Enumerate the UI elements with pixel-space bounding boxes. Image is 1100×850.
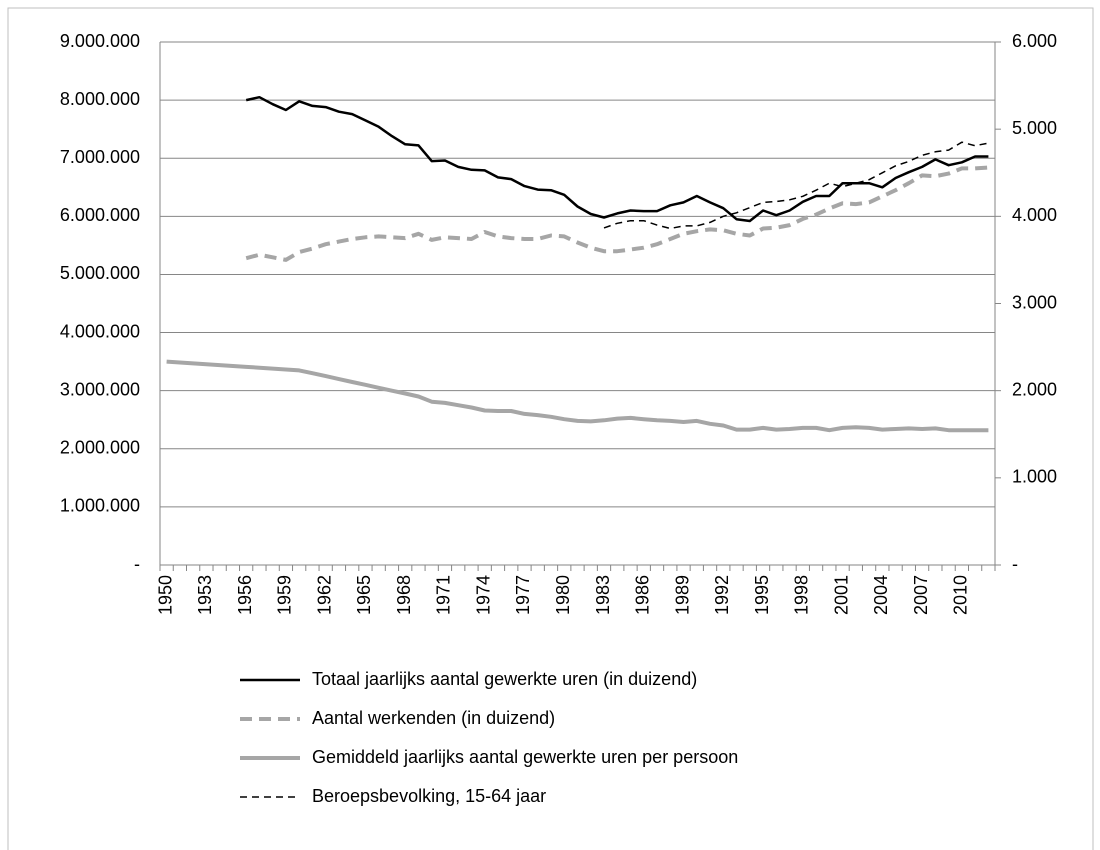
legend-label: Aantal werkenden (in duizend)	[312, 708, 555, 728]
x-tick-label: 1959	[275, 575, 295, 615]
x-tick-label: 1971	[434, 575, 454, 615]
y-tick-label: 2.000.000	[60, 438, 140, 458]
x-tick-label: 2001	[831, 575, 851, 615]
x-tick-label: 1995	[752, 575, 772, 615]
x-tick-label: 2004	[871, 575, 891, 615]
y-tick-label: 6.000.000	[60, 205, 140, 225]
y2-tick-label: 4.000	[1012, 205, 1057, 225]
y2-tick-label: 5.000	[1012, 118, 1057, 138]
x-tick-label: 1962	[314, 575, 334, 615]
series-line	[166, 359, 989, 433]
y-tick-label: 7.000.000	[60, 147, 140, 167]
x-tick-label: 1956	[235, 575, 255, 615]
y2-tick-label: -	[1012, 554, 1018, 574]
x-tick-label: 1980	[553, 575, 573, 615]
x-tick-label: 1998	[792, 575, 812, 615]
y-tick-label: 5.000.000	[60, 263, 140, 283]
x-tick-label: 1977	[513, 575, 533, 615]
series-line	[245, 95, 989, 223]
legend-label: Beroepsbevolking, 15-64 jaar	[312, 786, 546, 806]
y-tick-label: 1.000.000	[60, 496, 140, 516]
series-line	[245, 165, 989, 262]
x-tick-label: 2007	[911, 575, 931, 615]
chart-frame	[7, 7, 1094, 850]
legend-label: Totaal jaarlijks aantal gewerkte uren (i…	[312, 669, 697, 689]
y-tick-label: 9.000.000	[60, 31, 140, 51]
y-tick-label: 8.000.000	[60, 89, 140, 109]
y2-tick-label: 2.000	[1012, 379, 1057, 399]
x-tick-label: 1953	[195, 575, 215, 615]
y-tick-label: -	[134, 554, 140, 574]
x-tick-label: 1986	[633, 575, 653, 615]
x-tick-label: 1968	[394, 575, 414, 615]
x-tick-label: 1989	[672, 575, 692, 615]
y-tick-label: 3.000.000	[60, 379, 140, 399]
x-tick-label: 1983	[593, 575, 613, 615]
y2-tick-label: 1.000	[1012, 467, 1057, 487]
y2-tick-label: 6.000	[1012, 31, 1057, 51]
x-tick-label: 1965	[354, 575, 374, 615]
x-tick-label: 1992	[712, 575, 732, 615]
x-tick-label: 1950	[155, 575, 175, 615]
y2-tick-label: 3.000	[1012, 292, 1057, 312]
x-tick-label: 2010	[951, 575, 971, 615]
legend-label: Gemiddeld jaarlijks aantal gewerkte uren…	[312, 747, 738, 767]
x-tick-label: 1974	[473, 575, 493, 615]
series-line	[603, 141, 989, 230]
y-tick-label: 4.000.000	[60, 321, 140, 341]
